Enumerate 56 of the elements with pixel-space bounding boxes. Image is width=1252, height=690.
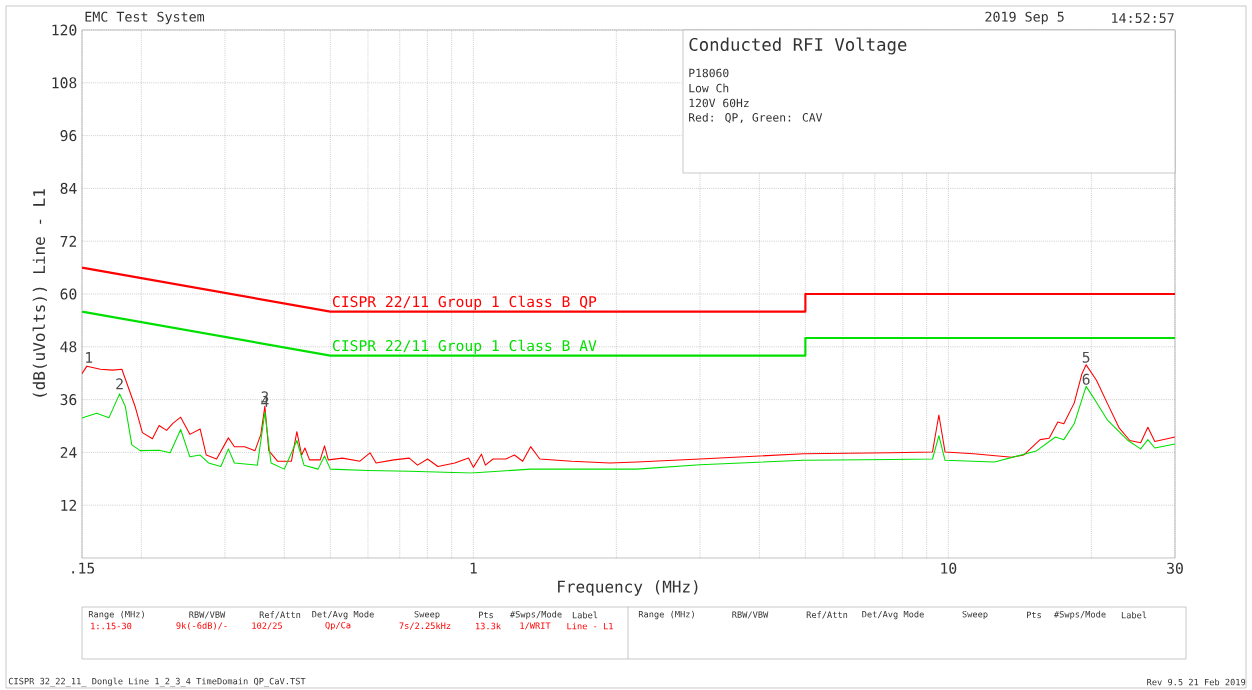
text: 7s/2.25kHz	[399, 622, 451, 630]
text: 1/WRIT	[520, 622, 551, 630]
y-tick-label: 108	[52, 77, 77, 89]
text: #Swps/Mode	[1053, 610, 1106, 620]
text: Ref/Attn	[806, 611, 848, 619]
text: Qp/Ca	[325, 621, 351, 631]
y-tick-label: 72	[60, 235, 77, 247]
text: 1:.15-30	[91, 622, 132, 630]
chart-subtitle: EMC Test System	[85, 11, 205, 25]
annotation: Red: QP, Green: CAV	[689, 112, 823, 124]
x-tick-label: .15	[72, 562, 95, 574]
text: Ref/Attn	[259, 611, 301, 619]
text: Rev 9.5 21 Feb 2019	[1147, 678, 1246, 686]
series-label: CISPR 22/11 Group 1 Class B QP	[332, 295, 597, 310]
y-tick-label: 24	[60, 446, 77, 458]
text: Label	[1121, 611, 1147, 619]
annotation: 1	[86, 352, 93, 363]
y-tick-label: 84	[60, 182, 77, 194]
text: Det/Avg Mode	[862, 610, 924, 620]
text: 2019 Sep 5	[985, 11, 1064, 25]
text: Pts	[1027, 611, 1041, 619]
text: Sweep	[962, 610, 988, 620]
text: Range (MHz)	[88, 610, 144, 620]
text: Pts	[479, 611, 493, 619]
x-tick-label: 1	[470, 562, 477, 574]
y-tick-label: 36	[60, 394, 77, 406]
y-tick-label: 60	[60, 288, 77, 300]
y-tick-label: 12	[61, 499, 77, 511]
annotation: 2	[116, 378, 123, 390]
annotation: P18060	[689, 68, 729, 78]
text: Det/Avg Mode	[312, 610, 374, 620]
y-tick-label: 120	[52, 24, 77, 36]
y-tick-label: 96	[60, 130, 77, 142]
chart-title: Conducted RFI Voltage	[689, 37, 907, 55]
y-tick-label: 48	[60, 341, 77, 353]
annotation: 6	[1082, 373, 1090, 385]
x-axis-title: Frequency (MHz)	[558, 580, 698, 596]
text: #Swps/Mode	[509, 610, 562, 620]
annotation: 120V 60Hz	[689, 98, 749, 108]
text: Label	[572, 611, 598, 619]
text: Sweep	[414, 610, 440, 620]
text: RBW/VBW	[732, 611, 769, 619]
x-tick-label: 30	[1167, 562, 1183, 574]
text: CISPR 32_22_11_ Dongle Line 1_2_3_4 TimeDomain QP_CaV.TST	[8, 677, 306, 687]
text: Line - L1	[567, 622, 613, 630]
text: RBW/VBW	[189, 611, 226, 619]
series-label: CISPR 22/11 Group 1 Class B AV	[332, 339, 597, 354]
annotation: Low Ch	[689, 83, 729, 93]
text: 9k(-6dB)/-	[176, 622, 227, 630]
text: 13.3k	[476, 622, 501, 630]
text: 14:52:57	[1112, 12, 1174, 24]
annotation: 5	[1082, 351, 1090, 363]
text: Range (MHz)	[638, 610, 694, 620]
x-tick-label: 10	[941, 562, 957, 574]
y-axis-title: (dB(uVolts)) Line - L1	[32, 189, 47, 397]
text: 102/25	[252, 622, 282, 630]
